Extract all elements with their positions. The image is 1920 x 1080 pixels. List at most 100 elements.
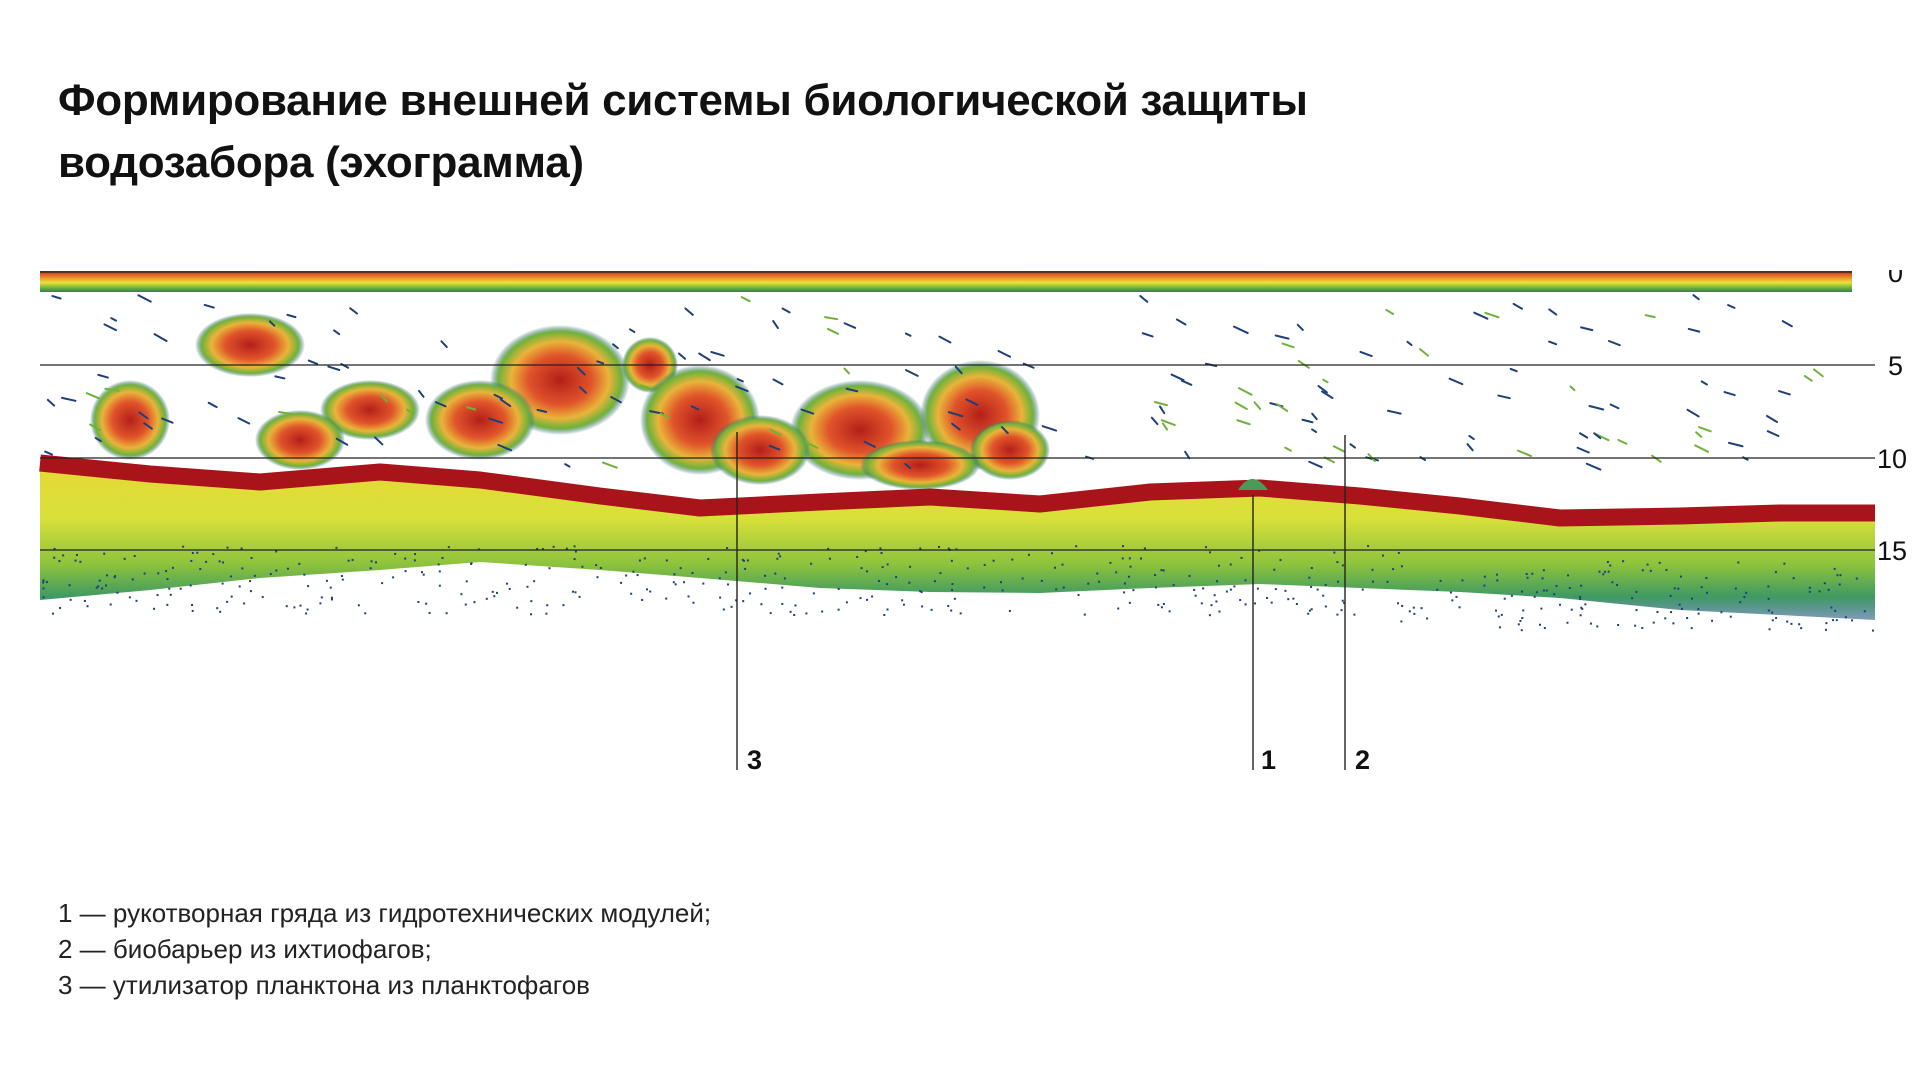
fish-mark	[997, 349, 1012, 358]
speckle-dot	[182, 545, 185, 548]
speckle-dot	[1697, 612, 1700, 615]
fish-mark	[1139, 294, 1149, 303]
speckle-dot	[886, 563, 889, 566]
speckle-dot	[1218, 610, 1221, 613]
fish-mark	[1233, 325, 1249, 335]
speckle-dot	[1686, 617, 1689, 620]
speckle-dot	[394, 552, 397, 555]
speckle-dot	[320, 596, 323, 599]
fish-mark	[1317, 385, 1328, 394]
speckle-dot	[438, 570, 441, 573]
speckle-dot	[1128, 601, 1131, 604]
speckle-dot	[953, 597, 956, 600]
speckle-dot	[837, 608, 840, 611]
speckle-dot	[329, 586, 332, 589]
speckle-dot	[951, 588, 954, 591]
speckle-dot	[1244, 603, 1247, 606]
speckle-dot	[1027, 553, 1030, 556]
speckle-dot	[1096, 572, 1099, 575]
speckle-dot	[59, 606, 62, 609]
speckle-dot	[530, 600, 533, 603]
speckle-dot	[104, 584, 107, 587]
speckle-dot	[1520, 629, 1523, 632]
speckle-dot	[871, 595, 874, 598]
speckle-dot	[1216, 580, 1219, 583]
speckle-dot	[1483, 575, 1486, 578]
fish-mark	[1576, 446, 1590, 454]
speckle-dot	[491, 590, 494, 593]
speckle-dot	[219, 610, 222, 613]
speckle-dot	[1308, 609, 1311, 612]
speckle-dot	[1204, 546, 1207, 549]
fish-mark	[137, 294, 152, 303]
fish-mark	[1321, 390, 1334, 399]
speckle-dot	[1483, 584, 1486, 587]
speckle-dot	[1461, 579, 1464, 582]
speckle-dot	[42, 581, 45, 584]
fish-mark	[1569, 385, 1576, 392]
speckle-dot	[683, 581, 686, 584]
fish-mark	[826, 327, 840, 335]
speckle-dot	[196, 551, 199, 554]
speckle-dot	[1127, 575, 1130, 578]
speckle-dot	[428, 611, 431, 614]
speckle-dot	[191, 609, 194, 612]
fish-mark	[46, 398, 56, 407]
bottom-line	[39, 454, 1875, 527]
speckle-dot	[157, 572, 160, 575]
fish-mark	[678, 352, 687, 360]
speckle-dot	[218, 560, 221, 563]
speckle-dot	[1270, 601, 1273, 604]
speckle-dot	[441, 556, 444, 559]
speckle-dot	[1188, 574, 1191, 577]
fish-mark	[768, 444, 781, 451]
speckle-dot	[552, 545, 555, 548]
speckle-dot	[1233, 585, 1236, 588]
speckle-dot	[1310, 585, 1313, 588]
speckle-dot	[269, 573, 272, 576]
speckle-dot	[1157, 603, 1160, 606]
speckle-dot	[319, 602, 322, 605]
speckle-dot	[1287, 598, 1290, 601]
speckle-dot	[1051, 552, 1054, 555]
fish-mark	[1184, 450, 1191, 460]
fish-mark	[1284, 446, 1292, 452]
speckle-dot	[620, 581, 623, 584]
fish-mark	[578, 386, 587, 394]
fish-mark	[1448, 377, 1464, 386]
speckle-dot	[1836, 574, 1839, 577]
fish-mark	[1311, 412, 1318, 421]
speckle-dot	[1001, 589, 1004, 592]
speckle-dot	[298, 562, 301, 565]
fish-mark	[684, 307, 694, 316]
speckle-dot	[1210, 604, 1213, 607]
speckle-dot	[425, 602, 428, 605]
speckle-dot	[1540, 607, 1543, 610]
fish-school	[860, 440, 980, 490]
speckle-dot	[1123, 591, 1126, 594]
speckle-dot	[1649, 569, 1652, 572]
speckle-dot	[1679, 575, 1682, 578]
fish-mark	[203, 303, 215, 309]
speckle-dot	[473, 601, 476, 604]
speckle-dot	[1386, 580, 1389, 583]
fish-mark	[143, 422, 153, 430]
speckle-dot	[672, 581, 675, 584]
speckle-dot	[95, 586, 98, 589]
speckle-dot	[992, 559, 995, 562]
fish-mark	[965, 398, 979, 406]
speckle-dot	[445, 612, 448, 615]
speckle-dot	[1295, 603, 1298, 606]
speckle-dot	[1830, 606, 1833, 609]
speckle-dot	[837, 587, 840, 590]
speckle-dot	[1767, 597, 1770, 600]
speckle-dot	[370, 560, 373, 563]
speckle-dot	[886, 608, 889, 611]
speckle-dot	[212, 553, 215, 556]
fish-mark	[659, 412, 670, 419]
speckle-dot	[1341, 564, 1344, 567]
speckle-dot	[1117, 607, 1120, 610]
speckle-dot	[673, 573, 676, 576]
speckle-dot	[42, 579, 45, 582]
speckle-dot	[156, 594, 159, 597]
